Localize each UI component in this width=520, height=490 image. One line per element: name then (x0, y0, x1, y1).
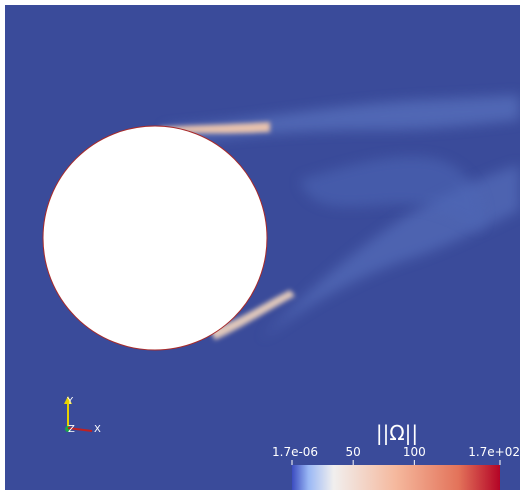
colorbar-title: ||Ω|| (376, 421, 418, 445)
x-axis-label: X (94, 424, 101, 435)
x-axis-arrow (67, 427, 93, 432)
colorbar: ||Ω|| 1.7e-06 50 100 1.7e+02 (272, 421, 520, 490)
colorbar-tick-label: 50 (346, 445, 361, 459)
colorbar-ramp (292, 465, 500, 490)
colorbar-tick-label: 100 (403, 445, 426, 459)
y-axis-label: Y (66, 396, 74, 407)
y-axis-head (64, 396, 72, 404)
orientation-axes: Y Z X (64, 396, 101, 435)
wake (160, 95, 520, 340)
colorbar-tick-label: 1.7e-06 (272, 445, 318, 459)
cylinder (42, 125, 268, 351)
colorbar-tick-label: 1.7e+02 (468, 445, 520, 459)
z-axis-label: Z (68, 424, 75, 435)
